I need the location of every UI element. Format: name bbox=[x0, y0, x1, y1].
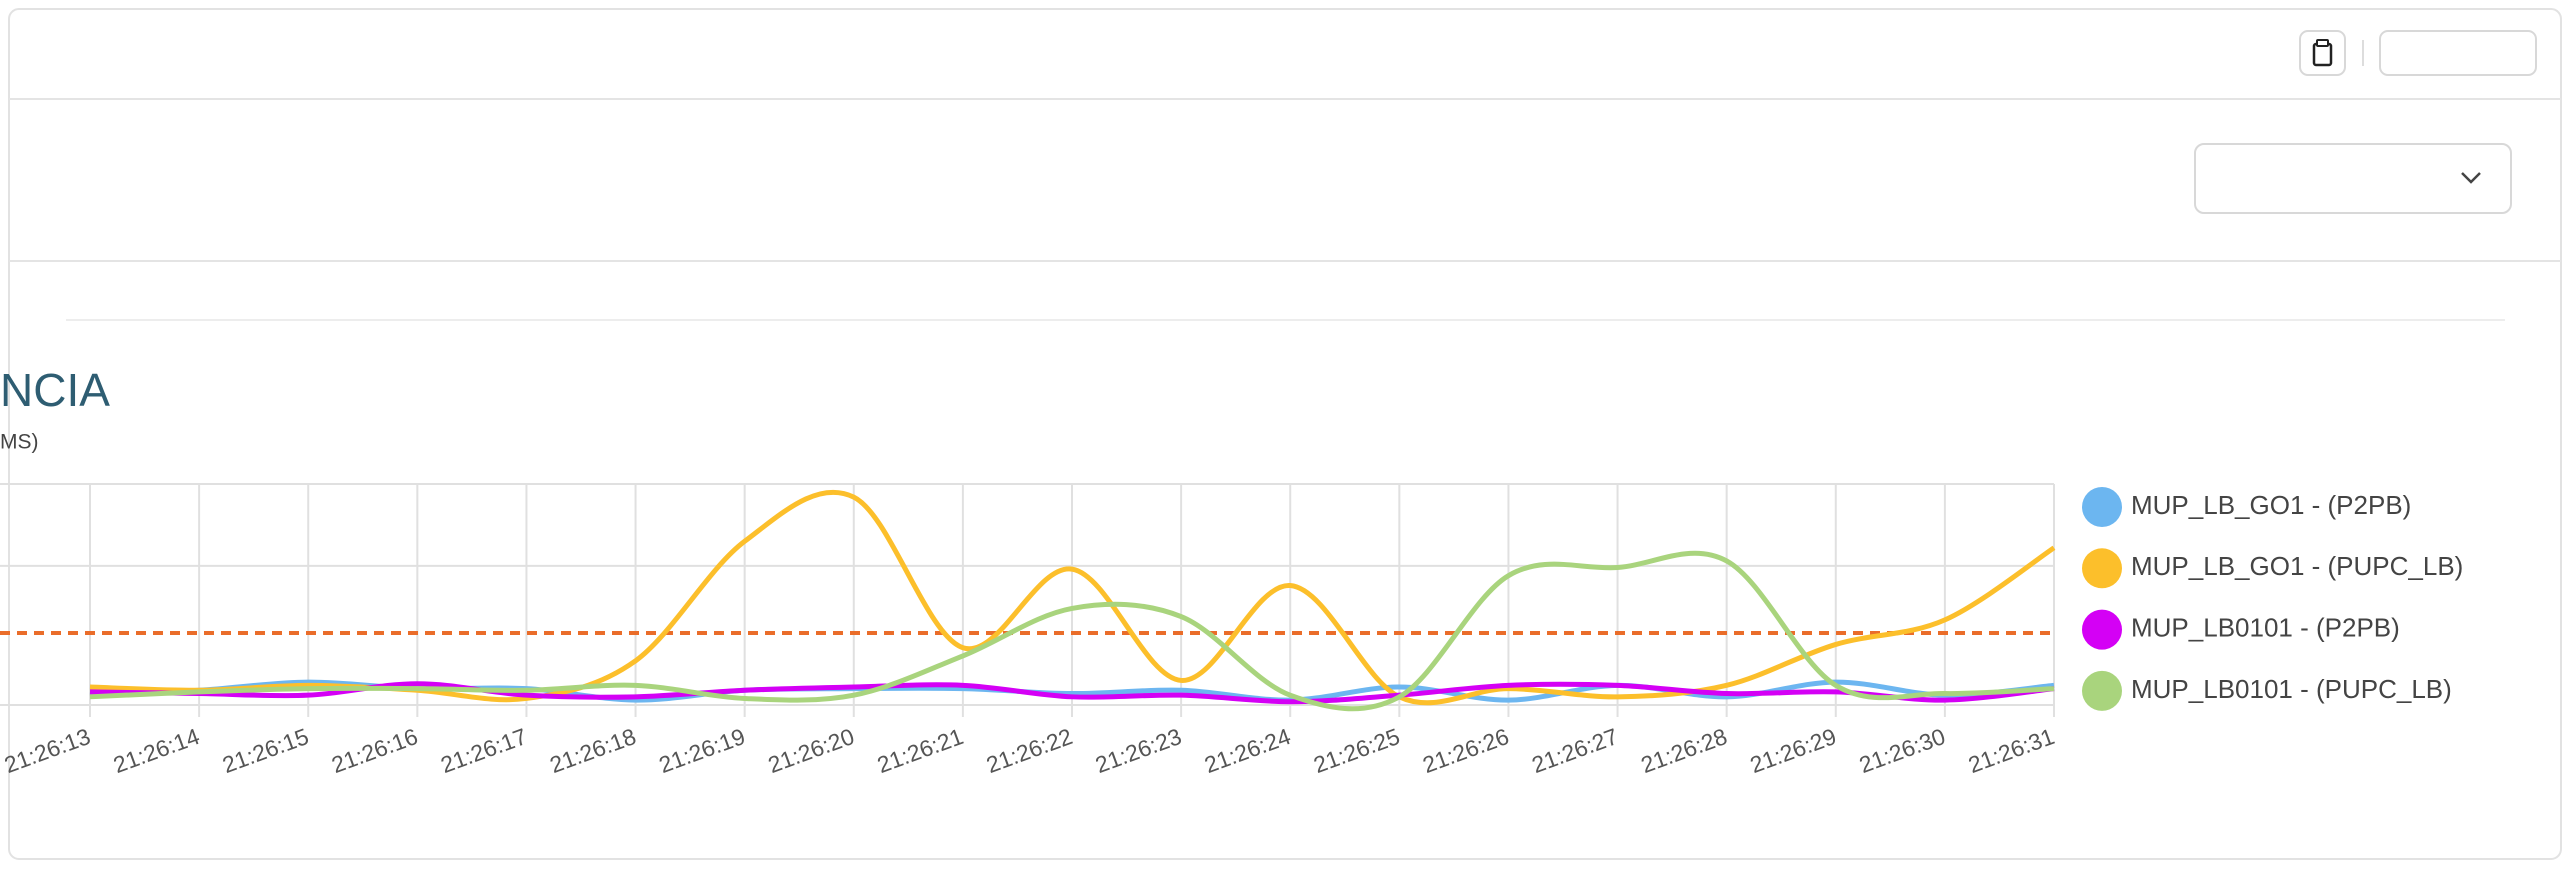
chart-subtitle: MS) bbox=[0, 431, 39, 454]
legend-marker bbox=[2082, 609, 2122, 650]
legend-label: MUP_LB_GO1 - (P2PB) bbox=[2131, 490, 2411, 520]
legend-label: MUP_LB0101 - (P2PB) bbox=[2131, 612, 2400, 642]
dropdown-frame bbox=[2194, 143, 2512, 214]
button-frame bbox=[2299, 30, 2346, 76]
legend-marker bbox=[2082, 670, 2122, 711]
legend-marker bbox=[2082, 487, 2122, 527]
chart-title: NCIA bbox=[0, 364, 110, 416]
chevron bbox=[2461, 172, 2481, 184]
clipboard-button[interactable] bbox=[2299, 30, 2346, 76]
series-line bbox=[89, 681, 2055, 705]
card bbox=[8, 8, 2562, 860]
input-box[interactable] bbox=[2379, 30, 2537, 76]
dropdown[interactable] bbox=[2194, 143, 2512, 214]
series-line bbox=[89, 489, 2056, 706]
legend-label: MUP_LB_GO1 - (PUPC_LB) bbox=[2131, 551, 2463, 581]
series-line bbox=[89, 550, 2055, 712]
legend-label: MUP_LB0101 - (PUPC_LB) bbox=[2131, 674, 2452, 704]
clipboard-clip bbox=[2316, 39, 2329, 47]
legend-marker bbox=[2082, 548, 2122, 589]
